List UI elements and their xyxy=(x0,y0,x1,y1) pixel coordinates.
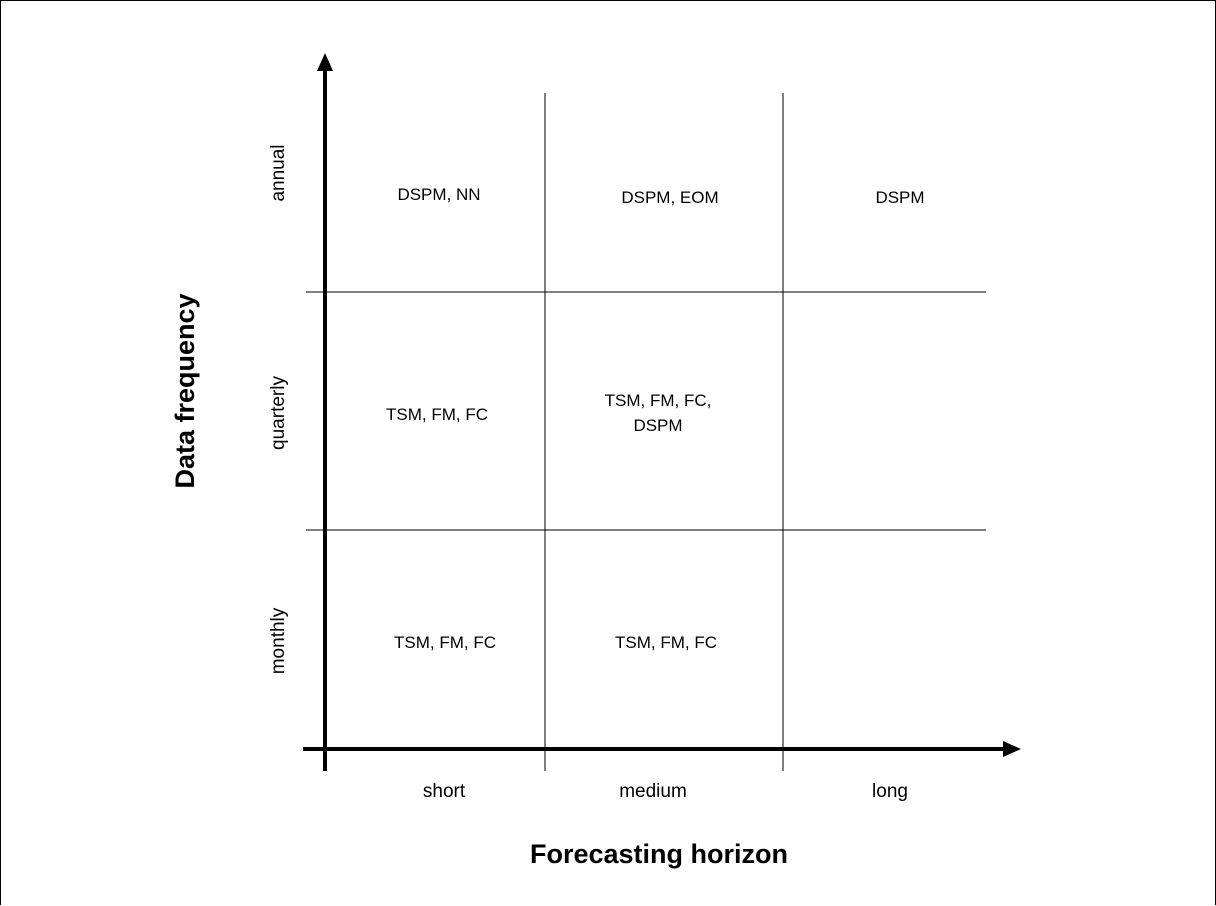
cell-annual-long: DSPM xyxy=(875,188,924,207)
cell-quarterly-medium-line1: TSM, FM, FC, xyxy=(605,391,712,410)
cell-monthly-medium: TSM, FM, FC xyxy=(615,633,717,652)
cell-annual-short: DSPM, NN xyxy=(397,185,480,204)
x-tick-long: long xyxy=(872,781,908,802)
y-axis-title: Data frequency xyxy=(170,293,200,488)
x-tick-short: short xyxy=(423,781,466,802)
x-axis-arrowhead xyxy=(1003,741,1021,757)
y-axis-arrowhead xyxy=(317,53,333,71)
x-tick-medium: medium xyxy=(619,781,687,802)
cell-monthly-short: TSM, FM, FC xyxy=(394,633,496,652)
cell-annual-medium: DSPM, EOM xyxy=(621,188,718,207)
cell-quarterly-short: TSM, FM, FC xyxy=(386,405,488,424)
y-tick-monthly: monthly xyxy=(268,607,289,674)
x-axis-title: Forecasting horizon xyxy=(530,839,788,869)
cell-quarterly-medium-line2: DSPM xyxy=(633,416,682,435)
y-tick-annual: annual xyxy=(268,144,289,201)
y-tick-quarterly: quarterly xyxy=(268,376,289,450)
